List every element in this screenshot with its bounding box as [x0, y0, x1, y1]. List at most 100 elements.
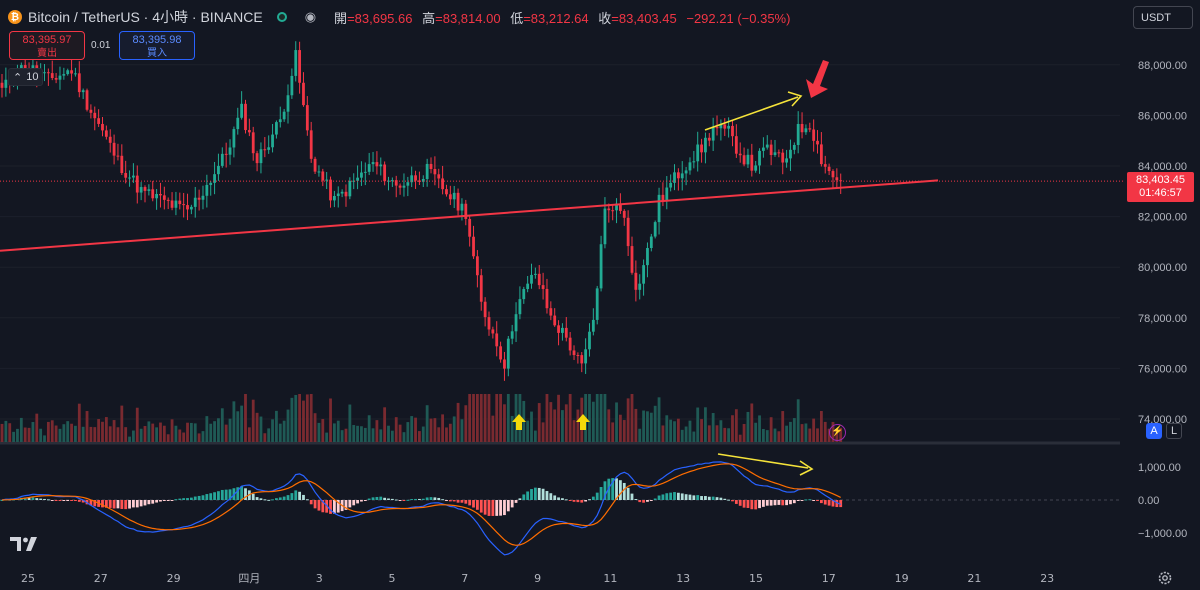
- candle-body[interactable]: [758, 150, 761, 166]
- candle-body[interactable]: [491, 329, 495, 334]
- candle-body[interactable]: [750, 154, 754, 171]
- candle-body[interactable]: [506, 338, 510, 369]
- double-bottom-arrow[interactable]: [512, 414, 526, 430]
- candle-body[interactable]: [46, 72, 50, 74]
- double-bottom-arrow[interactable]: [576, 414, 590, 430]
- candle-body[interactable]: [796, 124, 800, 145]
- candle-body[interactable]: [688, 162, 692, 171]
- candle-body[interactable]: [754, 165, 758, 171]
- candle-body[interactable]: [394, 180, 398, 186]
- candle-body[interactable]: [684, 170, 688, 174]
- candle-body[interactable]: [147, 189, 151, 191]
- candle-body[interactable]: [383, 164, 387, 182]
- candle-body[interactable]: [240, 103, 244, 118]
- candle-body[interactable]: [762, 147, 765, 151]
- candle-body[interactable]: [646, 248, 649, 266]
- candle-body[interactable]: [309, 130, 313, 159]
- candle-body[interactable]: [43, 72, 46, 74]
- candle-body[interactable]: [356, 177, 359, 181]
- candle-body[interactable]: [487, 317, 491, 330]
- candle-body[interactable]: [800, 124, 804, 133]
- candle-body[interactable]: [317, 171, 321, 173]
- candle-body[interactable]: [495, 333, 499, 347]
- candle-body[interactable]: [298, 50, 302, 83]
- candle-body[interactable]: [611, 210, 615, 212]
- candle-body[interactable]: [510, 331, 514, 339]
- candle-body[interactable]: [387, 180, 390, 182]
- candle-body[interactable]: [819, 144, 823, 165]
- candle-body[interactable]: [271, 134, 274, 148]
- candle-body[interactable]: [259, 149, 263, 164]
- symbol-title[interactable]: Bitcoin / TetherUS · 4小時 · BINANCE: [28, 9, 263, 25]
- candle-body[interactable]: [823, 164, 827, 167]
- candle-body[interactable]: [360, 172, 363, 178]
- candle-body[interactable]: [236, 117, 240, 130]
- candle-body[interactable]: [344, 191, 348, 197]
- candle-body[interactable]: [224, 153, 228, 155]
- candle-body[interactable]: [170, 200, 174, 208]
- candle-body[interactable]: [116, 155, 120, 157]
- candle-body[interactable]: [124, 173, 128, 178]
- candle-body[interactable]: [781, 152, 785, 163]
- candle-body[interactable]: [731, 125, 734, 137]
- candle-body[interactable]: [734, 136, 738, 154]
- candle-body[interactable]: [282, 111, 286, 120]
- candle-body[interactable]: [77, 73, 81, 93]
- candle-body[interactable]: [410, 175, 414, 183]
- candle-body[interactable]: [290, 75, 294, 96]
- candle-body[interactable]: [321, 171, 325, 181]
- candle-body[interactable]: [464, 203, 468, 219]
- candle-body[interactable]: [626, 217, 630, 247]
- candle-body[interactable]: [178, 200, 182, 205]
- candle-body[interactable]: [302, 82, 305, 106]
- candle-body[interactable]: [653, 222, 657, 237]
- candle-body[interactable]: [159, 194, 162, 196]
- candle-body[interactable]: [785, 158, 788, 163]
- annotations[interactable]: [0, 60, 939, 476]
- candle-body[interactable]: [576, 355, 580, 357]
- candle-body[interactable]: [352, 180, 356, 182]
- candle-body[interactable]: [81, 90, 85, 93]
- candle-body[interactable]: [66, 70, 70, 75]
- candle-body[interactable]: [472, 236, 475, 257]
- candle-body[interactable]: [186, 205, 189, 210]
- candle-body[interactable]: [132, 175, 135, 178]
- candle-body[interactable]: [719, 124, 723, 129]
- candle-body[interactable]: [468, 218, 472, 237]
- candle-body[interactable]: [700, 144, 703, 153]
- candle-body[interactable]: [530, 274, 533, 284]
- candle-body[interactable]: [634, 272, 638, 290]
- candle-body[interactable]: [162, 195, 166, 200]
- candle-body[interactable]: [696, 144, 700, 162]
- candle-body[interactable]: [128, 177, 131, 179]
- candle-body[interactable]: [332, 196, 336, 201]
- candle-body[interactable]: [93, 112, 97, 119]
- candle-body[interactable]: [441, 178, 445, 190]
- candle-body[interactable]: [433, 169, 437, 175]
- eye-icon[interactable]: ◉: [304, 9, 317, 24]
- candle-body[interactable]: [557, 325, 560, 333]
- candle-body[interactable]: [564, 327, 568, 338]
- candle-body[interactable]: [773, 152, 777, 155]
- candle-body[interactable]: [704, 137, 707, 153]
- candle-body[interactable]: [305, 105, 309, 131]
- reversal-arrow[interactable]: [806, 60, 829, 98]
- candle-body[interactable]: [275, 122, 278, 135]
- candle-body[interactable]: [831, 171, 835, 178]
- candle-body[interactable]: [421, 178, 425, 182]
- candle-body[interactable]: [193, 197, 197, 207]
- candle-body[interactable]: [607, 208, 611, 211]
- candle-body[interactable]: [54, 78, 58, 80]
- candle-body[interactable]: [765, 144, 769, 148]
- candle-body[interactable]: [108, 136, 112, 143]
- candle-body[interactable]: [58, 75, 62, 80]
- candle-body[interactable]: [518, 299, 522, 315]
- candle-body[interactable]: [329, 179, 332, 201]
- candle-body[interactable]: [414, 175, 417, 181]
- candle-body[interactable]: [452, 192, 456, 200]
- candle-body[interactable]: [723, 124, 727, 129]
- candle-body[interactable]: [232, 129, 236, 148]
- candle-body[interactable]: [4, 79, 8, 88]
- candle-body[interactable]: [85, 90, 89, 110]
- candle-body[interactable]: [591, 319, 595, 332]
